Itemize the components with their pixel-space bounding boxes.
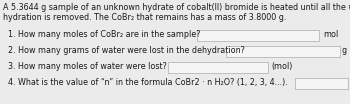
Text: 1. How many moles of CoBr₂ are in the sample?: 1. How many moles of CoBr₂ are in the sa… bbox=[8, 30, 201, 39]
FancyBboxPatch shape bbox=[295, 78, 348, 89]
Text: A 5.3644 g sample of an unknown hydrate of cobalt(II) bromide is heated until al: A 5.3644 g sample of an unknown hydrate … bbox=[3, 3, 350, 12]
Text: (mol): (mol) bbox=[271, 62, 292, 71]
Text: mol: mol bbox=[323, 30, 338, 39]
Text: 2. How many grams of water were lost in the dehydration?: 2. How many grams of water were lost in … bbox=[8, 46, 245, 55]
Text: hydration is removed. The CoBr₂ that remains has a mass of 3.8000 g.: hydration is removed. The CoBr₂ that rem… bbox=[3, 13, 286, 22]
Text: 3. How many moles of water were lost?: 3. How many moles of water were lost? bbox=[8, 62, 167, 71]
Text: 4. What is the value of “n” in the formula CoBr2 · n H₂O? (1, 2, 3, 4...).: 4. What is the value of “n” in the formu… bbox=[8, 78, 288, 87]
FancyBboxPatch shape bbox=[168, 62, 268, 73]
Text: g: g bbox=[342, 46, 347, 55]
FancyBboxPatch shape bbox=[197, 30, 319, 41]
FancyBboxPatch shape bbox=[226, 46, 340, 57]
